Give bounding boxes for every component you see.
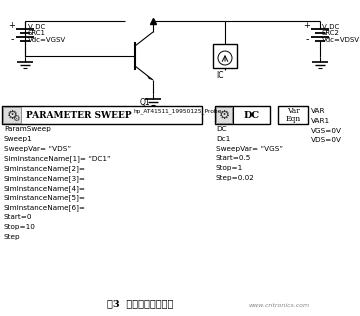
- Text: SimInstanceName[2]=: SimInstanceName[2]=: [4, 165, 86, 172]
- Text: +: +: [303, 21, 310, 29]
- FancyBboxPatch shape: [2, 106, 202, 124]
- Text: DC: DC: [216, 126, 227, 132]
- FancyBboxPatch shape: [278, 106, 308, 124]
- Text: SweepVar= “VGS”: SweepVar= “VGS”: [216, 146, 283, 152]
- Text: Q1: Q1: [140, 98, 150, 107]
- Text: SweepVar= “VDS”: SweepVar= “VDS”: [4, 146, 71, 152]
- Text: VDS=0V: VDS=0V: [311, 137, 342, 143]
- Text: ⚙: ⚙: [12, 113, 20, 123]
- Text: SRC1: SRC1: [28, 30, 46, 36]
- Text: Stop=10: Stop=10: [4, 224, 36, 230]
- Text: ParamSweep: ParamSweep: [4, 126, 51, 132]
- Text: VAR1: VAR1: [311, 118, 330, 124]
- Text: ⚙: ⚙: [219, 108, 230, 121]
- Text: Var: Var: [287, 107, 300, 115]
- Text: ⚙: ⚙: [6, 108, 18, 121]
- Text: PARAMETER SWEEP: PARAMETER SWEEP: [26, 111, 132, 119]
- Text: -: -: [305, 34, 309, 44]
- Text: hp_AT41511_19950125_Probe: hp_AT41511_19950125_Probe: [133, 108, 221, 114]
- FancyBboxPatch shape: [215, 106, 270, 124]
- Text: SimInstanceName[3]=: SimInstanceName[3]=: [4, 175, 86, 182]
- Text: Eqn: Eqn: [285, 115, 301, 123]
- Text: SimInstanceName[5]=: SimInstanceName[5]=: [4, 195, 86, 201]
- Text: Sweep1: Sweep1: [4, 136, 33, 142]
- FancyBboxPatch shape: [3, 107, 21, 123]
- Text: DC: DC: [244, 111, 260, 119]
- Text: -: -: [10, 34, 14, 44]
- Text: V_DC: V_DC: [322, 23, 340, 30]
- Text: 图3  封装模型仿真电路: 图3 封装模型仿真电路: [107, 299, 173, 308]
- Text: V_DC: V_DC: [28, 23, 46, 30]
- Text: SimInstanceName[6]=: SimInstanceName[6]=: [4, 204, 86, 211]
- Text: +: +: [9, 21, 15, 29]
- Text: IC: IC: [216, 71, 224, 80]
- Text: Vdc=VGSV: Vdc=VGSV: [28, 37, 66, 43]
- Text: SRC2: SRC2: [322, 30, 340, 36]
- Text: Start=0.5: Start=0.5: [216, 155, 251, 161]
- Text: VAR: VAR: [311, 108, 325, 114]
- Text: SimInstanceName[4]=: SimInstanceName[4]=: [4, 185, 86, 191]
- FancyBboxPatch shape: [216, 107, 232, 123]
- Text: Step: Step: [4, 234, 21, 240]
- Text: Step=0.02: Step=0.02: [216, 175, 255, 181]
- Text: www.cntronics.com: www.cntronics.com: [248, 303, 309, 308]
- Text: Start=0: Start=0: [4, 214, 32, 220]
- Text: Vdc=VDSV: Vdc=VDSV: [322, 37, 360, 43]
- Text: Dc1: Dc1: [216, 136, 230, 142]
- Text: SimInstanceName[1]= “DC1”: SimInstanceName[1]= “DC1”: [4, 155, 111, 162]
- Text: Stop=1: Stop=1: [216, 165, 243, 171]
- FancyBboxPatch shape: [213, 44, 237, 68]
- Polygon shape: [147, 76, 153, 80]
- Text: VGS=0V: VGS=0V: [311, 128, 342, 134]
